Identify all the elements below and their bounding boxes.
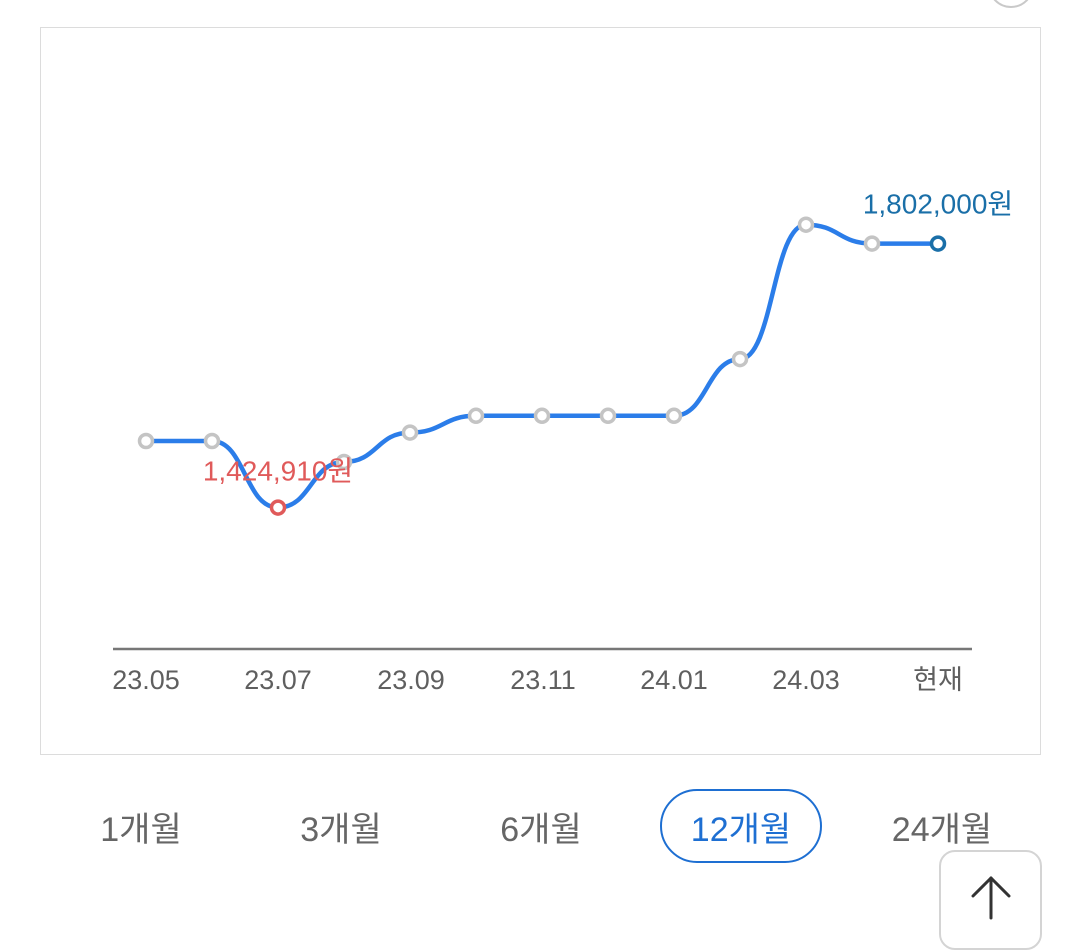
tab-24-months[interactable]: 24개월 bbox=[891, 810, 993, 849]
x-tick-label: 23.11 bbox=[510, 665, 576, 695]
x-tick-label: 현재 bbox=[913, 665, 963, 695]
tab-12-months[interactable]: 12개월 bbox=[660, 789, 822, 863]
data-point-marker bbox=[599, 407, 617, 425]
period-tabs: 1개월 3개월 6개월 12개월 24개월 bbox=[0, 789, 1079, 867]
data-point-marker bbox=[203, 432, 221, 450]
x-tick-label: 23.09 bbox=[377, 665, 445, 695]
price-chart-card: 1,424,910원 1,802,000원 23.05 23.07 23.09 23.1… bbox=[40, 27, 1041, 755]
min-point-marker bbox=[269, 499, 287, 516]
arrow-up-icon bbox=[971, 876, 1011, 920]
data-point-marker bbox=[533, 407, 551, 425]
x-tick-label: 24.03 bbox=[772, 665, 840, 695]
price-line-chart: 1,424,910원 1,802,000원 23.05 23.07 23.09 23.1… bbox=[112, 189, 1013, 695]
x-tick-label: 23.05 bbox=[112, 665, 180, 695]
data-point-marker bbox=[401, 424, 419, 441]
min-price-label: 1,424,910원 bbox=[203, 456, 353, 487]
tab-1-month[interactable]: 1개월 bbox=[100, 810, 182, 849]
data-point-marker bbox=[731, 350, 749, 368]
data-point-marker bbox=[335, 453, 353, 471]
x-tick-label: 23.07 bbox=[244, 665, 312, 695]
x-tick-label: 24.01 bbox=[640, 665, 708, 695]
tab-3-months[interactable]: 3개월 bbox=[300, 810, 382, 849]
top-circle-button[interactable] bbox=[988, 0, 1034, 8]
tab-6-months[interactable]: 6개월 bbox=[500, 810, 582, 849]
current-point-marker bbox=[929, 235, 947, 252]
data-point-marker bbox=[137, 432, 155, 450]
current-price-label: 1,802,000원 bbox=[863, 189, 1013, 220]
data-point-marker bbox=[467, 407, 485, 425]
data-point-marker bbox=[863, 235, 881, 252]
data-point-marker bbox=[665, 407, 683, 425]
data-point-marker bbox=[797, 216, 815, 233]
scroll-top-button[interactable] bbox=[939, 850, 1042, 950]
